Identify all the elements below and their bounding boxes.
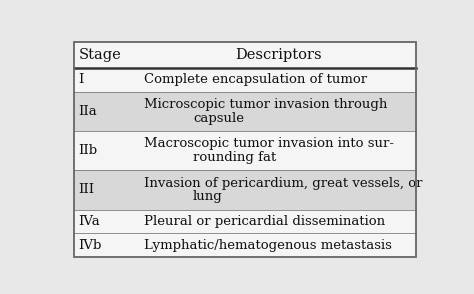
Text: IVb: IVb <box>79 239 102 252</box>
FancyBboxPatch shape <box>74 131 416 170</box>
Text: rounding fat: rounding fat <box>193 151 276 164</box>
Text: Descriptors: Descriptors <box>235 48 321 62</box>
Text: Complete encapsulation of tumor: Complete encapsulation of tumor <box>144 74 367 86</box>
FancyBboxPatch shape <box>74 92 416 131</box>
Text: IIa: IIa <box>79 105 98 118</box>
FancyBboxPatch shape <box>74 210 416 233</box>
FancyBboxPatch shape <box>74 42 416 68</box>
Text: Lymphatic/hematogenous metastasis: Lymphatic/hematogenous metastasis <box>144 239 392 252</box>
Text: III: III <box>79 183 95 196</box>
Text: Stage: Stage <box>79 48 121 62</box>
Text: IVa: IVa <box>79 215 100 228</box>
Text: I: I <box>79 74 84 86</box>
Text: Macroscopic tumor invasion into sur-: Macroscopic tumor invasion into sur- <box>144 137 394 151</box>
Text: Invasion of pericardium, great vessels, or: Invasion of pericardium, great vessels, … <box>144 177 423 190</box>
Text: Microscopic tumor invasion through: Microscopic tumor invasion through <box>144 98 388 111</box>
Text: lung: lung <box>193 190 223 203</box>
FancyBboxPatch shape <box>74 170 416 210</box>
Text: Pleural or pericardial dissemination: Pleural or pericardial dissemination <box>144 215 385 228</box>
FancyBboxPatch shape <box>74 233 416 257</box>
FancyBboxPatch shape <box>74 68 416 92</box>
Text: IIb: IIb <box>79 144 98 157</box>
FancyBboxPatch shape <box>74 42 416 257</box>
Text: capsule: capsule <box>193 112 244 125</box>
